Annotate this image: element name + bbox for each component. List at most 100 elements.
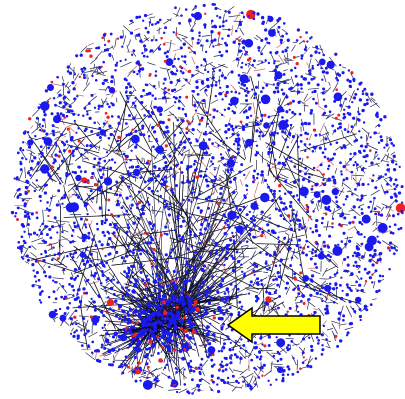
blue-node — [107, 232, 111, 235]
blue-node — [146, 310, 149, 313]
blue-node — [106, 276, 110, 281]
blue-node — [216, 110, 219, 113]
blue-node — [240, 305, 244, 308]
edge — [375, 162, 380, 168]
blue-node — [146, 327, 150, 331]
blue-node — [220, 364, 225, 369]
blue-node — [150, 344, 154, 348]
blue-node — [311, 66, 315, 70]
blue-node — [350, 170, 354, 174]
blue-node — [179, 140, 183, 144]
blue-node — [44, 249, 47, 253]
edge — [387, 136, 392, 139]
edge — [85, 250, 98, 253]
blue-node — [114, 299, 118, 303]
blue-node — [40, 232, 44, 236]
red-node — [339, 224, 343, 228]
edge — [348, 190, 359, 197]
blue-node — [141, 52, 144, 55]
blue-node — [117, 115, 121, 119]
blue-node — [129, 321, 132, 324]
red-node — [152, 247, 156, 251]
blue-node — [128, 114, 131, 117]
blue-node — [278, 189, 281, 193]
edge — [34, 121, 44, 131]
blue-node — [60, 133, 64, 137]
blue-node — [62, 268, 66, 272]
edge — [301, 46, 310, 57]
blue-node — [243, 194, 246, 197]
blue-node — [259, 355, 263, 358]
blue-node — [62, 105, 66, 109]
blue-node — [227, 243, 231, 247]
blue-node — [171, 303, 175, 307]
red-node — [179, 65, 182, 69]
edge — [264, 158, 274, 166]
blue-node — [226, 335, 229, 339]
blue-node — [95, 222, 99, 226]
blue-node — [252, 17, 256, 20]
edge — [45, 144, 48, 155]
blue-node — [231, 109, 234, 113]
blue-node — [91, 196, 95, 200]
blue-node — [66, 306, 70, 310]
edge — [285, 57, 292, 61]
blue-node — [255, 129, 259, 133]
blue-node — [352, 307, 355, 311]
blue-node — [74, 309, 78, 313]
edge — [285, 158, 307, 169]
blue-node — [356, 289, 359, 293]
blue-node — [225, 219, 229, 222]
blue-node — [128, 343, 132, 348]
blue-node — [130, 203, 134, 207]
red-node — [299, 35, 302, 39]
blue-node — [135, 15, 139, 19]
blue-node — [192, 90, 196, 93]
edge — [341, 260, 344, 265]
blue-node — [297, 145, 300, 149]
blue-node — [86, 213, 89, 216]
blue-node — [183, 279, 188, 284]
blue-node — [32, 269, 35, 272]
blue-node — [182, 198, 185, 202]
edge — [228, 381, 235, 384]
blue-node — [221, 369, 225, 373]
blue-node — [272, 142, 276, 146]
edge — [31, 237, 44, 243]
edge — [132, 51, 137, 57]
blue-node — [332, 246, 343, 256]
blue-node — [268, 266, 271, 269]
edge — [376, 205, 382, 209]
blue-node — [28, 245, 32, 249]
red-node — [331, 222, 334, 225]
blue-node — [189, 322, 194, 326]
blue-node — [235, 207, 238, 210]
edge — [72, 303, 134, 309]
blue-node — [211, 275, 215, 279]
blue-node — [306, 364, 310, 368]
blue-node — [144, 241, 147, 244]
edge — [29, 153, 35, 158]
blue-node — [94, 244, 98, 248]
edge — [127, 69, 134, 78]
edge — [182, 154, 187, 162]
red-node — [371, 273, 374, 276]
blue-node — [225, 363, 229, 367]
edge — [46, 242, 59, 247]
blue-node — [168, 332, 173, 338]
blue-node — [369, 303, 373, 306]
edge — [237, 43, 240, 57]
blue-node — [167, 348, 172, 352]
blue-node — [133, 310, 137, 314]
blue-node — [37, 278, 41, 282]
blue-node — [61, 113, 65, 118]
blue-node — [97, 161, 101, 165]
blue-node — [338, 283, 342, 287]
blue-node — [268, 147, 271, 151]
blue-node — [377, 279, 381, 283]
blue-node — [161, 294, 165, 298]
red-node — [133, 332, 137, 337]
blue-node — [220, 297, 225, 302]
blue-node — [40, 155, 43, 158]
hub-edge — [99, 324, 176, 337]
